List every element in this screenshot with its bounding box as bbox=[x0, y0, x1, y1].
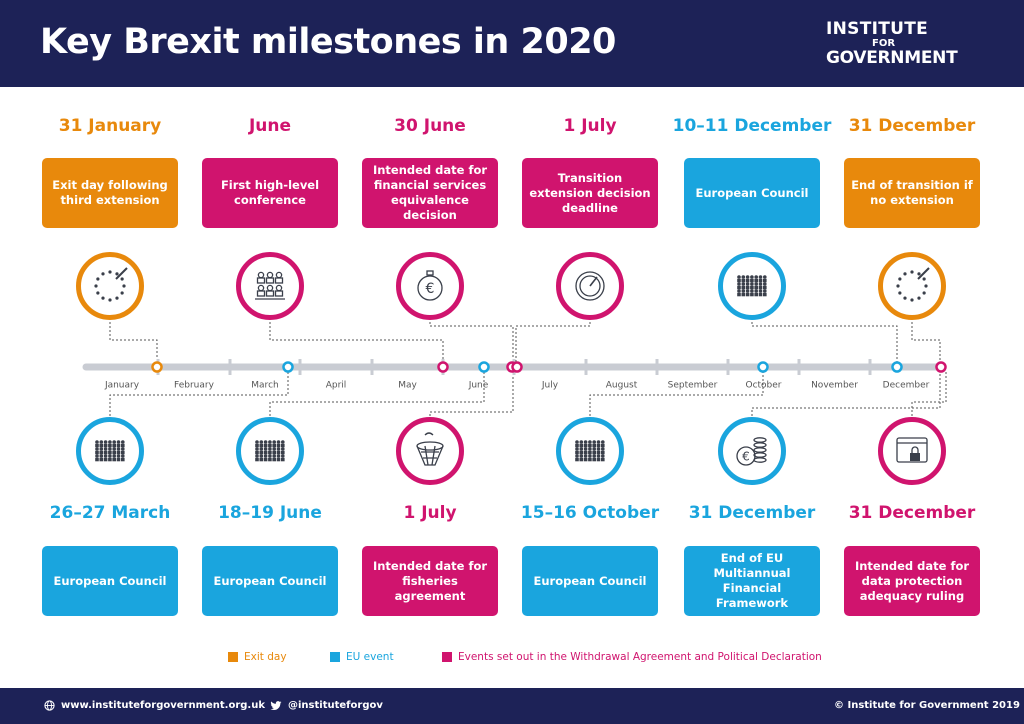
logo-line-1: INSTITUTE bbox=[826, 19, 929, 39]
event-date: 18–19 June bbox=[218, 503, 322, 523]
council-crowd-icon bbox=[236, 417, 304, 485]
month-label: March bbox=[251, 381, 278, 391]
event-box: Intended date for fisheries agreement bbox=[362, 546, 498, 616]
eu-stars-pen-icon bbox=[878, 252, 946, 320]
event-box: European Council bbox=[202, 546, 338, 616]
footer-copyright: © Institute for Government 2019 bbox=[834, 700, 1020, 711]
event-box: European Council bbox=[42, 546, 178, 616]
event-date: 31 December bbox=[848, 503, 976, 523]
legend-label: EU event bbox=[346, 651, 394, 663]
page-title: Key Brexit milestones in 2020 bbox=[40, 22, 616, 62]
header-bar: Key Brexit milestones in 2020 INSTITUTE … bbox=[0, 0, 1024, 87]
event-date: 31 December bbox=[848, 116, 976, 136]
month-label: January bbox=[104, 381, 140, 391]
footer-bar: www.instituteforgovernment.org.uk @insti… bbox=[0, 688, 1024, 724]
event-box: European Council bbox=[522, 546, 658, 616]
event-date: 10–11 December bbox=[672, 116, 832, 136]
marker-eu-october bbox=[757, 361, 769, 373]
eu-stars-pen-icon bbox=[76, 252, 144, 320]
footer-website[interactable]: www.instituteforgovernment.org.uk bbox=[44, 700, 265, 711]
twitter-icon bbox=[270, 700, 282, 710]
council-crowd-icon bbox=[76, 417, 144, 485]
legend-swatch bbox=[228, 652, 238, 662]
logo-line-2: FOR bbox=[872, 38, 896, 49]
event-box: Intended date for financial services equ… bbox=[362, 158, 498, 228]
event-date: 30 June bbox=[394, 116, 466, 136]
connector-line bbox=[751, 372, 941, 420]
council-crowd-icon bbox=[556, 417, 624, 485]
event-date: 31 January bbox=[58, 116, 162, 136]
month-label: November bbox=[811, 381, 858, 391]
event-box: Exit day following third extension bbox=[42, 158, 178, 228]
connector-line bbox=[429, 372, 514, 420]
month-label: December bbox=[883, 381, 930, 391]
copyright-text: © Institute for Government 2019 bbox=[834, 700, 1020, 711]
month-label: October bbox=[745, 381, 781, 391]
month-label: May bbox=[398, 381, 417, 391]
legend-swatch bbox=[442, 652, 452, 662]
marker-eu-june bbox=[478, 361, 490, 373]
website-link[interactable]: www.instituteforgovernment.org.uk bbox=[61, 700, 266, 711]
event-date: June bbox=[248, 116, 292, 136]
conference-people-icon bbox=[236, 252, 304, 320]
connector-line bbox=[429, 322, 514, 362]
event-date: 15–16 October bbox=[520, 503, 660, 523]
event-box: European Council bbox=[684, 158, 820, 228]
connector-line bbox=[911, 372, 947, 420]
event-box: Intended date for data protection adequa… bbox=[844, 546, 980, 616]
event-date: 26–27 March bbox=[49, 503, 171, 523]
connector-line bbox=[109, 372, 289, 420]
month-label: February bbox=[174, 381, 215, 391]
council-crowd-icon bbox=[718, 252, 786, 320]
legend-label: Exit day bbox=[244, 651, 287, 663]
legend-withdrawal: Events set out in the Withdrawal Agreeme… bbox=[442, 651, 822, 663]
fishing-net-icon bbox=[396, 417, 464, 485]
euro-coins-icon: € bbox=[718, 417, 786, 485]
connector-line bbox=[911, 322, 941, 362]
legend-exit-day: Exit day bbox=[228, 651, 287, 663]
timeline-markers bbox=[151, 361, 947, 373]
twitter-handle[interactable]: @instituteforgov bbox=[288, 700, 383, 711]
connector-line bbox=[109, 322, 158, 362]
month-label: June bbox=[468, 381, 489, 391]
stopwatch-euro-icon: € bbox=[396, 252, 464, 320]
marker-dec-31 bbox=[935, 361, 947, 373]
connector-lines bbox=[109, 322, 947, 420]
event-box: End of EU Multiannual Financial Framewor… bbox=[684, 546, 820, 616]
marker-wa-june bbox=[437, 361, 449, 373]
event-box: First high-level conference bbox=[202, 158, 338, 228]
connector-line bbox=[269, 372, 485, 420]
footer-twitter[interactable]: @instituteforgov bbox=[270, 700, 383, 711]
marker-wa-july-2 bbox=[511, 361, 523, 373]
institute-logo: INSTITUTE FOR GOVERNMENT bbox=[826, 19, 958, 68]
event-box: End of transition if no extension bbox=[844, 158, 980, 228]
svg-text:€: € bbox=[426, 281, 435, 297]
month-label: August bbox=[606, 381, 638, 391]
connector-line bbox=[515, 322, 591, 362]
svg-text:€: € bbox=[742, 450, 750, 464]
legend-eu-event: EU event bbox=[330, 651, 394, 663]
event-box: Transition extension decision deadline bbox=[522, 158, 658, 228]
marker-eu-march bbox=[282, 361, 294, 373]
connector-line bbox=[751, 322, 898, 362]
month-labels: January February March April May June July Augu… bbox=[104, 381, 930, 391]
connector-line bbox=[269, 322, 444, 362]
month-label: April bbox=[326, 381, 347, 391]
month-label: July bbox=[541, 381, 559, 391]
event-date: 1 July bbox=[563, 116, 617, 136]
marker-exit-jan bbox=[151, 361, 163, 373]
legend-swatch bbox=[330, 652, 340, 662]
month-label: September bbox=[668, 381, 718, 391]
legend-label: Events set out in the Withdrawal Agreeme… bbox=[458, 651, 822, 663]
data-lock-icon bbox=[878, 417, 946, 485]
globe-icon bbox=[44, 700, 55, 711]
logo-line-3: GOVERNMENT bbox=[826, 48, 958, 68]
gauge-icon bbox=[556, 252, 624, 320]
event-date: 31 December bbox=[688, 503, 816, 523]
marker-eu-december bbox=[891, 361, 903, 373]
event-date: 1 July bbox=[403, 503, 457, 523]
connector-line bbox=[589, 372, 764, 420]
